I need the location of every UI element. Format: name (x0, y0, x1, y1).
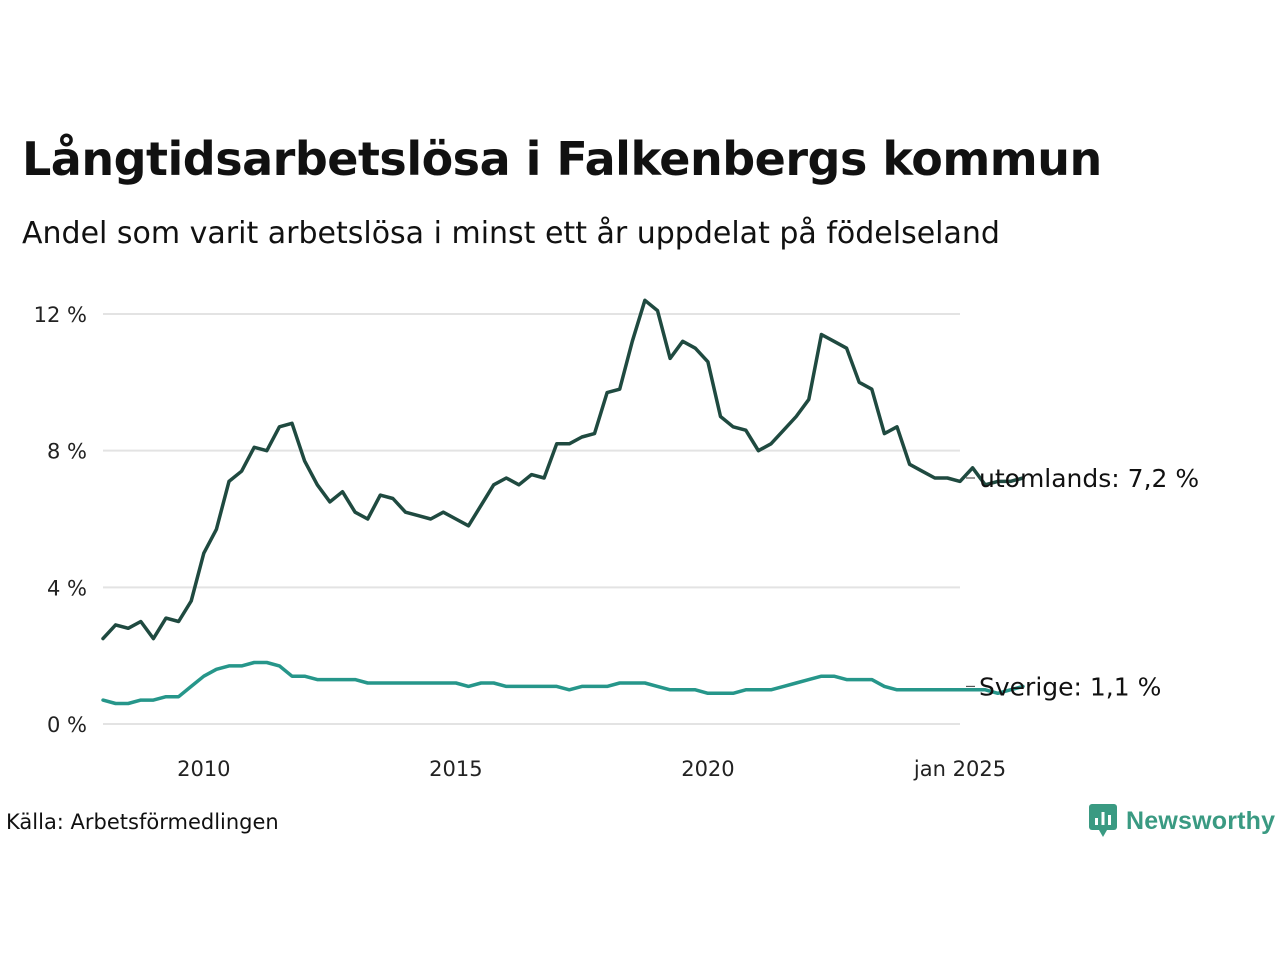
y-tick-label: 0 % (47, 713, 87, 737)
source-note: Källa: Arbetsförmedlingen (6, 810, 279, 834)
y-tick-label: 4 % (47, 576, 87, 600)
series-line-utomlands (101, 298, 1025, 641)
chart-subtitle: Andel som varit arbetslösa i minst ett å… (22, 216, 1000, 251)
series-line-sverige (101, 660, 1025, 706)
y-axis-ticks: 0 % 4 % 8 % 12 % (34, 303, 87, 737)
series-lines (101, 298, 1025, 706)
y-tick-label: 12 % (34, 303, 87, 327)
series-end-labels: utomlands: 7,2 % Sverige: 1,1 % (966, 464, 1199, 701)
x-tick-label: 2015 (429, 757, 482, 781)
x-tick-label: 2020 (681, 757, 734, 781)
series-end-label-utomlands: utomlands: 7,2 % (979, 464, 1199, 493)
series-end-label-sverige: Sverige: 1,1 % (979, 672, 1161, 701)
x-tick-label: jan 2025 (913, 757, 1006, 781)
gridlines (103, 313, 960, 725)
brand-name: Newsworthy (1126, 806, 1276, 835)
brand-logo[interactable]: Newsworthy (1088, 803, 1275, 839)
chart-title: Långtidsarbetslösa i Falkenbergs kommun (22, 132, 1102, 186)
x-tick-label: 2010 (177, 757, 230, 781)
newsworthy-logo-icon (1089, 804, 1117, 837)
x-axis-ticks: 2010 2015 2020 jan 2025 (177, 757, 1006, 781)
y-tick-label: 8 % (47, 440, 87, 464)
